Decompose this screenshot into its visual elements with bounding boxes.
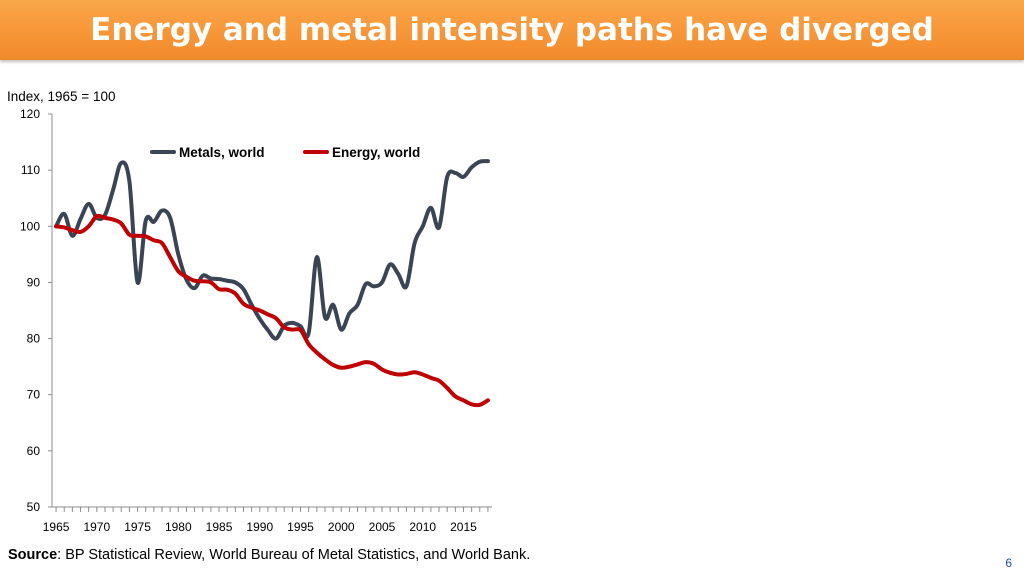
x-tick-label: 1990 <box>246 520 273 534</box>
x-tick-label: 1970 <box>83 520 110 534</box>
page-number: 6 <box>1005 556 1012 570</box>
series-line-energy <box>54 213 490 408</box>
y-tick-label: 80 <box>27 332 41 346</box>
source-text: : BP Statistical Review, World Bureau of… <box>57 547 531 563</box>
x-tick-label: 1980 <box>165 520 192 534</box>
x-tick-label: 2005 <box>369 520 396 534</box>
slide-title: Energy and metal intensity paths have di… <box>90 12 934 48</box>
source-note: Source: BP Statistical Review, World Bur… <box>8 547 530 563</box>
y-tick-label: 110 <box>21 163 40 177</box>
x-tick-label: 1995 <box>287 520 314 534</box>
x-tick-label: 1975 <box>124 520 151 534</box>
y-tick-label: 60 <box>27 444 41 458</box>
x-tick-label: 2010 <box>409 520 436 534</box>
x-tick-label: 2015 <box>450 520 477 534</box>
axes: 50 60 70 80 90 100 110 120 1965 1970 1975 1980 1985 1… <box>20 107 492 534</box>
legend-item-energy: Energy, world <box>303 145 420 160</box>
title-bar: Energy and metal intensity paths have di… <box>0 0 1024 60</box>
legend-item-metals: Metals, world <box>150 145 265 160</box>
y-tick-label: 70 <box>27 388 41 402</box>
x-tick-label: 1985 <box>206 520 233 534</box>
legend-label: Metals, world <box>179 145 265 160</box>
y-tick-label: 120 <box>20 107 40 121</box>
series-line-metals <box>54 159 490 341</box>
x-tick-label: 2000 <box>328 520 355 534</box>
source-label: Source <box>8 547 58 563</box>
y-tick-label: 100 <box>20 219 40 233</box>
legend-label: Energy, world <box>332 145 420 160</box>
y-axis-label: Index, 1965 = 100 <box>7 89 115 104</box>
series-layer <box>54 159 490 408</box>
y-tick-label: 90 <box>27 275 41 289</box>
y-tick-label: 50 <box>27 500 41 514</box>
x-tick-label: 1965 <box>43 520 70 534</box>
legend: Metals, world Energy, world <box>150 145 420 160</box>
line-chart: Index, 1965 = 100 50 60 70 80 90 100 110 120 196… <box>7 89 492 534</box>
